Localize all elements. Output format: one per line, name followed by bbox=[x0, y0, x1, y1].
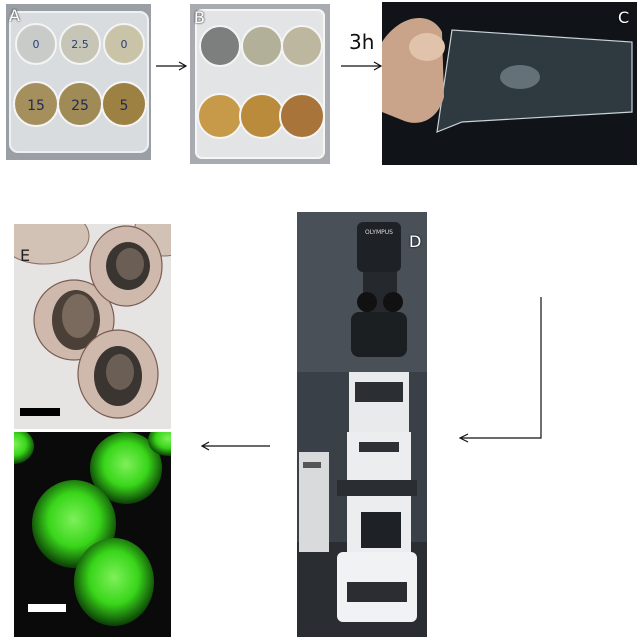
arrow-d-to-e bbox=[200, 441, 270, 451]
well-mark-4: 15 bbox=[27, 98, 45, 114]
arrow-a-to-b bbox=[156, 61, 188, 71]
microscope-brand-text: OLYMPUS bbox=[365, 229, 393, 236]
panel-d-label: D bbox=[409, 232, 422, 251]
panel-c-glass-slide: C bbox=[382, 2, 637, 165]
scale-bar-fluorescence bbox=[28, 604, 66, 612]
well-plate-a-image: 0 2.5 0 15 25 5 bbox=[6, 4, 151, 160]
panel-b-label: B bbox=[194, 8, 205, 27]
well-mark-1: 0 bbox=[33, 38, 40, 51]
glass-slide-image bbox=[382, 2, 637, 165]
panel-a-well-plate: 0 2.5 0 15 25 5 A bbox=[6, 4, 151, 160]
well-mark-6: 5 bbox=[120, 98, 129, 114]
well-mark-3: 0 bbox=[121, 38, 128, 51]
brightfield-eggs-image bbox=[14, 224, 171, 429]
scale-bar-brightfield bbox=[20, 408, 60, 416]
panel-e-label: E bbox=[20, 246, 31, 265]
fluorescence-eggs-image bbox=[14, 432, 171, 637]
arrow-c-to-d bbox=[458, 297, 542, 443]
well-mark-2: 2.5 bbox=[71, 38, 89, 51]
panel-c-label: C bbox=[618, 8, 630, 27]
well-plate-b-image bbox=[190, 4, 330, 164]
panel-e-fluorescence bbox=[14, 432, 171, 637]
wells-row-top bbox=[15, 23, 145, 65]
wells-row-bottom bbox=[13, 81, 147, 127]
panel-e-brightfield: E bbox=[14, 224, 171, 429]
panel-b-well-plate: B bbox=[190, 4, 330, 164]
panel-a-label: A bbox=[9, 6, 20, 25]
panel-d-microscope: OLYMPUS D bbox=[297, 212, 427, 637]
well-mark-5: 25 bbox=[71, 98, 89, 114]
incubation-time-label: 3h bbox=[349, 30, 375, 54]
microscope-image: OLYMPUS bbox=[297, 212, 427, 637]
arrow-b-to-c bbox=[341, 61, 383, 71]
